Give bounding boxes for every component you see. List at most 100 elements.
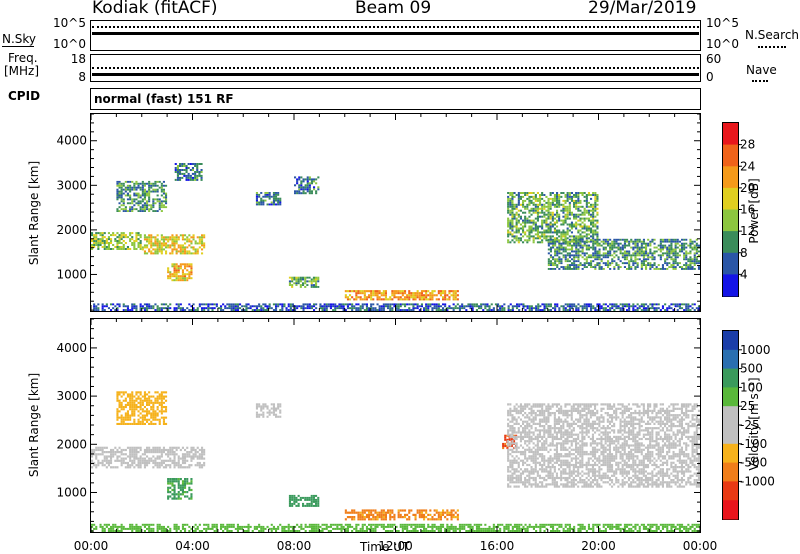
power-cell (645, 254, 648, 257)
power-cell (499, 307, 502, 310)
power-cell (189, 163, 192, 165)
power-cell (566, 207, 569, 210)
power-cell (649, 252, 652, 255)
power-cell (558, 309, 561, 311)
power-cell (615, 238, 618, 241)
velocity-cell (184, 491, 187, 494)
power-cell (579, 199, 582, 202)
power-cell (575, 237, 578, 240)
power-cell (590, 197, 593, 200)
power-cell (602, 307, 605, 310)
power-cell (190, 242, 193, 245)
power-cell (107, 246, 110, 248)
power-cell (143, 250, 146, 253)
power-cell (429, 296, 432, 299)
power-cell (640, 246, 643, 249)
power-cell (577, 237, 580, 240)
power-cell (319, 307, 322, 310)
velocity-cell (120, 408, 123, 411)
velocity-cell (139, 412, 142, 415)
power-cell (594, 258, 597, 261)
power-cell (585, 197, 588, 200)
power-cell (293, 276, 296, 279)
power-cell (681, 244, 684, 247)
velocity-cell (93, 448, 96, 452)
power-cell (535, 309, 538, 311)
power-cell (558, 215, 561, 218)
power-cell (297, 280, 300, 283)
power-cell (545, 221, 548, 224)
power-cell (437, 309, 440, 311)
power-cell (308, 192, 311, 195)
power-cell (118, 202, 121, 205)
velocity-cell (429, 509, 432, 512)
power-cell (139, 208, 142, 211)
velocity-cell (378, 513, 381, 516)
velocity-cell (302, 502, 305, 505)
power-cell (645, 303, 648, 306)
power-cell (617, 268, 620, 270)
power-cell (370, 290, 373, 293)
power-cell (179, 277, 182, 280)
power-cell (196, 252, 199, 255)
power-cell (148, 250, 151, 253)
power-cell (236, 309, 239, 311)
velocity-cell (511, 429, 514, 432)
power-cell (590, 260, 593, 263)
power-cell (598, 254, 601, 257)
velocity-cell (131, 408, 134, 411)
power-cell (146, 200, 149, 203)
velocity-cell (116, 455, 119, 458)
velocity-cell (526, 422, 529, 425)
power-cell (372, 309, 375, 311)
velocity-cell (387, 511, 390, 514)
power-cell (382, 303, 385, 306)
power-cell (296, 180, 299, 183)
power-cell (585, 260, 588, 263)
velocity-cell (532, 442, 535, 445)
power-cell (171, 263, 174, 266)
power-cell (129, 210, 132, 212)
velocity-cell (120, 391, 123, 394)
power-cell (188, 271, 191, 274)
power-cell (549, 194, 552, 196)
velocity-cell (545, 459, 548, 462)
power-cell (148, 194, 151, 197)
velocity-cell (507, 474, 510, 477)
power-cell (201, 303, 204, 306)
power-cell (545, 235, 548, 238)
velocity-cell (255, 403, 258, 406)
power-cell (556, 264, 559, 266)
power-cell (416, 296, 419, 299)
power-cell (156, 200, 159, 203)
velocity-cell (456, 513, 459, 516)
velocity-cell (184, 455, 187, 458)
power-cell (131, 180, 134, 183)
power-cell (613, 256, 616, 259)
power-cell (674, 268, 677, 270)
power-cell (327, 303, 330, 306)
power-cell (534, 211, 537, 214)
power-cell (596, 250, 599, 253)
power-cell (560, 305, 563, 308)
power-cell (95, 307, 98, 310)
power-cell (511, 305, 514, 308)
power-cell (556, 219, 559, 222)
power-cell (623, 238, 626, 241)
velocity-cell (154, 464, 157, 467)
velocity-cell (522, 422, 525, 425)
velocity-cell (547, 409, 550, 412)
velocity-cell (118, 391, 121, 394)
power-cell (507, 241, 510, 244)
power-cell (306, 180, 309, 183)
power-cell (190, 305, 193, 308)
power-cell (291, 284, 294, 286)
power-cell (158, 246, 161, 249)
power-cell (171, 265, 174, 268)
velocity-cell (532, 479, 535, 482)
power-cell (585, 309, 588, 311)
velocity-cell (397, 511, 400, 514)
velocity-cell (122, 461, 125, 465)
power-cell (579, 201, 582, 204)
power-cell (158, 309, 161, 311)
